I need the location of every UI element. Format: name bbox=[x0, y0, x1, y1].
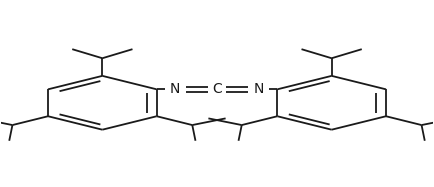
Text: N: N bbox=[170, 82, 180, 96]
Text: C: C bbox=[212, 82, 222, 96]
Text: N: N bbox=[254, 82, 264, 96]
